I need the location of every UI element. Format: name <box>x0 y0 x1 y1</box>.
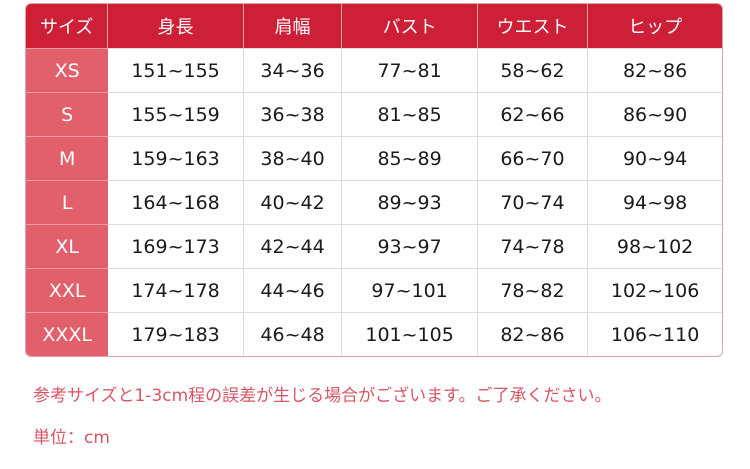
column-header: 肩幅 <box>243 4 343 48</box>
measurement-cell: 46~48 <box>243 312 343 356</box>
table-row: XXXL 179~183 46~48 101~105 82~86 106~110 <box>26 312 722 356</box>
measurement-cell: 38~40 <box>243 136 343 180</box>
measurement-cell: 102~106 <box>588 268 722 312</box>
measurement-cell: 42~44 <box>243 224 343 268</box>
column-header: 身長 <box>108 4 244 48</box>
column-header: サイズ <box>26 4 109 48</box>
table-row: XS 151~155 34~36 77~81 58~62 82~86 <box>26 48 722 92</box>
measurement-cell: 62~66 <box>477 92 589 136</box>
measurement-cell: 159~163 <box>108 136 244 180</box>
measurement-cell: 36~38 <box>243 92 343 136</box>
measurement-cell: 164~168 <box>108 180 244 224</box>
measurement-cell: 151~155 <box>108 48 244 92</box>
measurement-cell: 101~105 <box>342 312 478 356</box>
measurement-cell: 94~98 <box>588 180 722 224</box>
size-label: XXL <box>26 268 109 312</box>
column-header: ヒップ <box>588 4 722 48</box>
table-row: XL 169~173 42~44 93~97 74~78 98~102 <box>26 224 722 268</box>
measurement-cell: 85~89 <box>342 136 478 180</box>
measurement-cell: 179~183 <box>108 312 244 356</box>
measurement-cell: 90~94 <box>588 136 722 180</box>
measurement-cell: 81~85 <box>342 92 478 136</box>
measurement-cell: 58~62 <box>477 48 589 92</box>
measurement-cell: 74~78 <box>477 224 589 268</box>
measurement-cell: 78~82 <box>477 268 589 312</box>
size-label: M <box>26 136 109 180</box>
size-label: L <box>26 180 109 224</box>
unit-note: 単位：cm <box>33 428 110 448</box>
measurement-cell: 82~86 <box>588 48 722 92</box>
header-row: サイズ 身長 肩幅 バスト ウエスト ヒップ <box>26 4 722 48</box>
size-label: XXXL <box>26 312 109 356</box>
size-label: S <box>26 92 109 136</box>
size-label: XS <box>26 48 109 92</box>
measurement-cell: 82~86 <box>477 312 589 356</box>
size-chart-table: サイズ 身長 肩幅 バスト ウエスト ヒップ XS 151~155 34~36 77~81 58~… <box>25 3 723 357</box>
table-row: S 155~159 36~38 81~85 62~66 86~90 <box>26 92 722 136</box>
measurement-cell: 40~42 <box>243 180 343 224</box>
measurement-cell: 34~36 <box>243 48 343 92</box>
table-row: XXL 174~178 44~46 97~101 78~82 102~106 <box>26 268 722 312</box>
table-row: M 159~163 38~40 85~89 66~70 90~94 <box>26 136 722 180</box>
measurement-cell: 174~178 <box>108 268 244 312</box>
measurement-cell: 155~159 <box>108 92 244 136</box>
table-row: L 164~168 40~42 89~93 70~74 94~98 <box>26 180 722 224</box>
measurement-cell: 44~46 <box>243 268 343 312</box>
measurement-cell: 169~173 <box>108 224 244 268</box>
measurement-cell: 93~97 <box>342 224 478 268</box>
disclaimer-note: 参考サイズと1-3cm程の誤差が生じる場合がございます。ご了承ください。 <box>33 386 612 406</box>
column-header: ウエスト <box>477 4 589 48</box>
size-label: XL <box>26 224 109 268</box>
measurement-cell: 97~101 <box>342 268 478 312</box>
measurement-cell: 70~74 <box>477 180 589 224</box>
measurement-cell: 89~93 <box>342 180 478 224</box>
measurement-cell: 98~102 <box>588 224 722 268</box>
measurement-cell: 106~110 <box>588 312 722 356</box>
column-header: バスト <box>342 4 478 48</box>
measurement-cell: 77~81 <box>342 48 478 92</box>
measurement-cell: 86~90 <box>588 92 722 136</box>
measurement-cell: 66~70 <box>477 136 589 180</box>
